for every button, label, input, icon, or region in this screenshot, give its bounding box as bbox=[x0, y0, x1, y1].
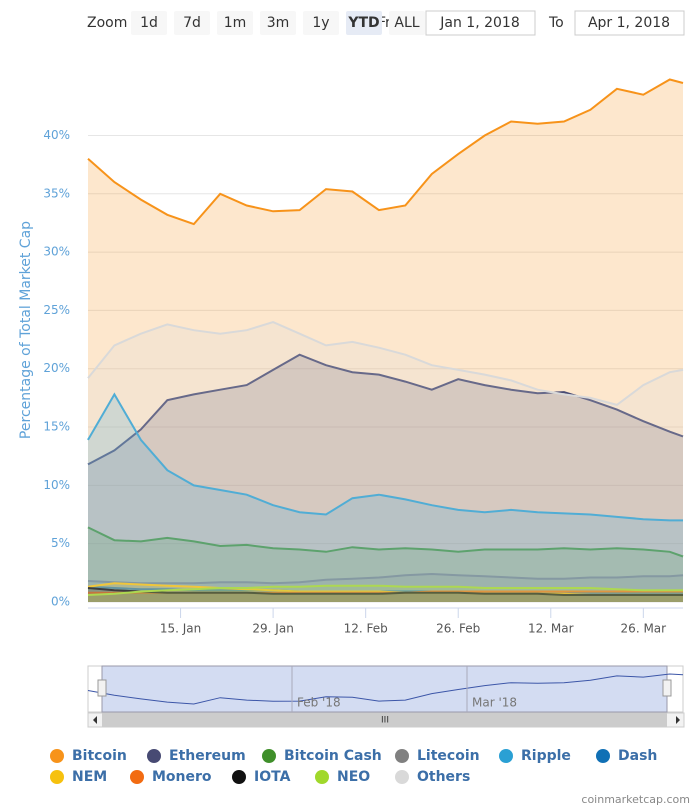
legend-swatch bbox=[262, 749, 276, 763]
legend-label: NEO bbox=[337, 769, 370, 785]
zoom-button[interactable] bbox=[346, 11, 382, 35]
legend-swatch bbox=[395, 770, 409, 784]
scroll-left bbox=[93, 716, 97, 724]
y-tick-label: 25% bbox=[43, 303, 70, 317]
series-line bbox=[87, 526, 684, 558]
legend-label: NEM bbox=[72, 769, 107, 785]
zoom-button-label[interactable]: 1d bbox=[140, 15, 158, 31]
series-line bbox=[87, 353, 684, 466]
legend-label: Ripple bbox=[521, 748, 571, 764]
series-area bbox=[88, 322, 683, 602]
legend-item[interactable]: Ethereum bbox=[147, 748, 246, 764]
zoom-button-label[interactable]: 3m bbox=[267, 15, 290, 31]
zoom-button[interactable] bbox=[303, 11, 339, 35]
legend-label: Ethereum bbox=[169, 748, 246, 764]
series-area bbox=[88, 394, 683, 602]
zoom-button[interactable] bbox=[131, 11, 167, 35]
range-to-label: To bbox=[548, 15, 564, 31]
legend-item[interactable]: IOTA bbox=[232, 769, 291, 785]
scrollbar-thumb bbox=[102, 713, 667, 727]
x-tick-label: 29. Jan bbox=[252, 622, 293, 636]
legend-label: Bitcoin Cash bbox=[284, 748, 382, 764]
zoom-button[interactable] bbox=[260, 11, 296, 35]
zoom-button[interactable] bbox=[217, 11, 253, 35]
zoom-label: Zoom bbox=[87, 15, 127, 31]
series-line bbox=[87, 392, 683, 522]
series-area bbox=[88, 585, 683, 602]
credit: coinmarketcap.com bbox=[581, 793, 690, 806]
range-to-value[interactable]: Apr 1, 2018 bbox=[588, 15, 670, 31]
y-axis-label: Percentage of Total Market Cap bbox=[18, 221, 34, 439]
legend-item[interactable]: Litecoin bbox=[395, 748, 480, 764]
y-tick-label: 15% bbox=[43, 420, 70, 434]
navigator-line bbox=[87, 673, 684, 705]
x-tick-label: 12. Feb bbox=[344, 622, 388, 636]
legend-label: Bitcoin bbox=[72, 748, 127, 764]
legend-swatch bbox=[50, 749, 64, 763]
legend-item[interactable]: Bitcoin Cash bbox=[262, 748, 382, 764]
series-area bbox=[88, 574, 683, 602]
y-tick-label: 40% bbox=[43, 128, 70, 142]
legend-swatch bbox=[130, 770, 144, 784]
legend-item[interactable]: Monero bbox=[130, 769, 212, 785]
legend-label: Litecoin bbox=[417, 748, 480, 764]
zoom-button-label[interactable]: 1y bbox=[312, 15, 329, 31]
scroll-right bbox=[676, 716, 680, 724]
legend-swatch bbox=[499, 749, 513, 763]
series-line bbox=[87, 584, 683, 596]
legend-label: Monero bbox=[152, 769, 212, 785]
zoom-button-label[interactable]: 7d bbox=[183, 15, 201, 31]
legend-item[interactable]: NEO bbox=[315, 769, 370, 785]
zoom-button[interactable] bbox=[389, 11, 425, 35]
legend-swatch bbox=[147, 749, 161, 763]
navigator-handle[interactable] bbox=[662, 679, 672, 697]
series-area bbox=[88, 354, 683, 602]
x-tick-label: 15. Jan bbox=[160, 622, 201, 636]
navigator-selection bbox=[101, 665, 668, 713]
y-tick-label: 35% bbox=[43, 186, 70, 200]
range-from-input[interactable] bbox=[425, 10, 536, 36]
x-tick-label: 26. Mar bbox=[621, 622, 667, 636]
series-area bbox=[88, 588, 683, 602]
scrollbar-grip: III bbox=[381, 716, 389, 726]
legend-item[interactable]: Bitcoin bbox=[50, 748, 127, 764]
legend-item[interactable]: Dash bbox=[596, 748, 657, 764]
y-tick-label: 5% bbox=[51, 536, 70, 550]
legend-item[interactable]: Others bbox=[395, 769, 470, 785]
legend-item[interactable]: NEM bbox=[50, 769, 107, 785]
zoom-button-label[interactable]: YTD bbox=[347, 15, 379, 31]
navigator-handle[interactable] bbox=[97, 679, 107, 697]
zoom-button[interactable] bbox=[174, 11, 210, 35]
x-tick-label: 12. Mar bbox=[528, 622, 574, 636]
legend-label: Dash bbox=[618, 748, 657, 764]
zoom-button-label[interactable]: 1m bbox=[224, 15, 247, 31]
series-line bbox=[87, 321, 684, 406]
x-tick-label: 26. Feb bbox=[436, 622, 480, 636]
legend-swatch bbox=[50, 770, 64, 784]
legend-swatch bbox=[232, 770, 246, 784]
legend-swatch bbox=[315, 770, 329, 784]
legend-label: IOTA bbox=[254, 769, 291, 785]
legend-item[interactable]: Ripple bbox=[499, 748, 571, 764]
navigator-label: Mar '18 bbox=[472, 696, 517, 710]
range-from-value[interactable]: Jan 1, 2018 bbox=[439, 15, 519, 31]
series-area bbox=[88, 79, 683, 602]
legend-swatch bbox=[596, 749, 610, 763]
legend-label: Others bbox=[417, 769, 470, 785]
series-line bbox=[87, 587, 683, 596]
y-tick-label: 20% bbox=[43, 361, 70, 375]
series-line bbox=[87, 78, 684, 226]
navigator-label: Feb '18 bbox=[297, 696, 341, 710]
zoom-button-label[interactable]: ALL bbox=[394, 15, 419, 31]
range-to-input[interactable] bbox=[574, 10, 685, 36]
y-tick-label: 0% bbox=[51, 595, 70, 609]
series-line bbox=[87, 572, 684, 585]
y-tick-label: 10% bbox=[43, 478, 70, 492]
y-tick-label: 30% bbox=[43, 245, 70, 259]
legend-swatch bbox=[395, 749, 409, 763]
